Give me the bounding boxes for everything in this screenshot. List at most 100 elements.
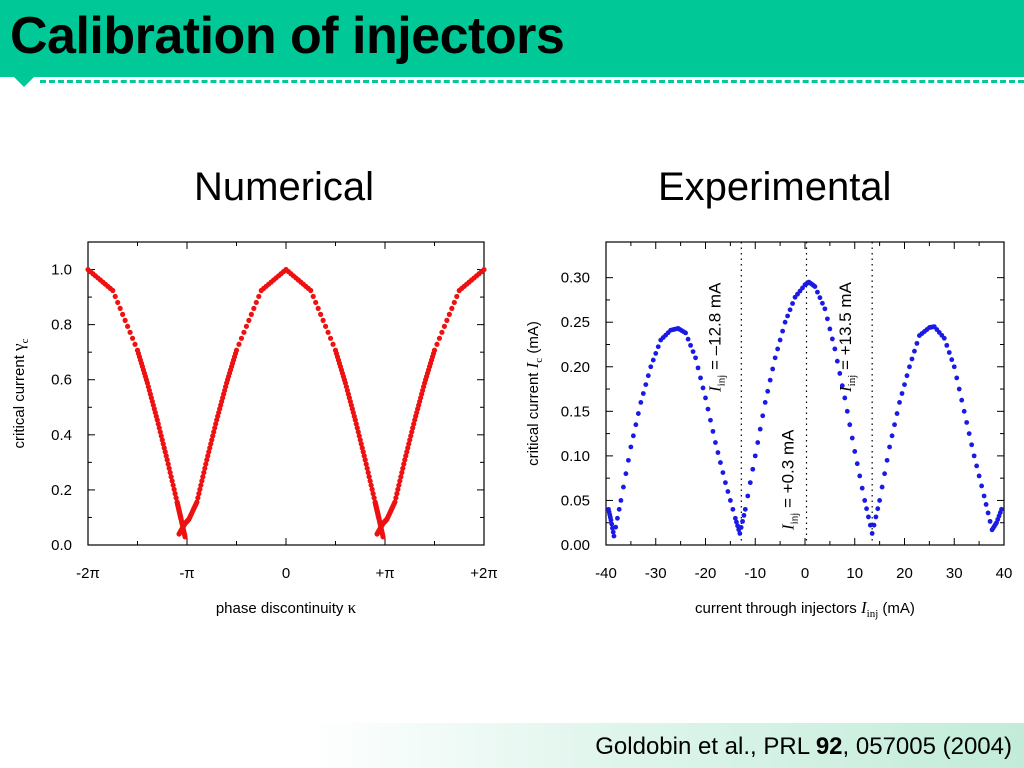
exp-data-point bbox=[625, 457, 631, 463]
exp-data-point bbox=[718, 460, 723, 465]
num-data-point bbox=[156, 425, 162, 431]
exp-x-tick-label: 0 bbox=[801, 565, 809, 582]
exp-data-point bbox=[610, 529, 616, 535]
exp-data-point bbox=[966, 431, 972, 437]
exp-data-point bbox=[757, 426, 763, 432]
exp-data-point bbox=[750, 466, 756, 472]
num-data-point bbox=[402, 457, 408, 463]
num-data-point bbox=[355, 429, 361, 435]
exp-data-point bbox=[703, 395, 708, 401]
num-data-point bbox=[197, 486, 203, 492]
exp-data-point bbox=[954, 375, 960, 381]
num-data-point bbox=[256, 293, 262, 300]
num-data-point bbox=[434, 341, 440, 347]
num-data-point bbox=[395, 486, 401, 492]
exp-data-point bbox=[700, 385, 706, 391]
exp-data-point bbox=[884, 457, 890, 463]
num-data-point bbox=[313, 299, 319, 306]
num-data-point bbox=[115, 299, 121, 306]
num-x-axis-label: phase discontinuity κ bbox=[216, 598, 357, 617]
num-data-point bbox=[357, 437, 363, 443]
num-data-point bbox=[310, 293, 316, 300]
exp-data-point bbox=[971, 453, 977, 459]
exp-data-point bbox=[755, 440, 761, 445]
num-data-point bbox=[364, 465, 370, 471]
num-data-point bbox=[380, 534, 386, 540]
num-data-point bbox=[210, 433, 216, 439]
exp-data-point bbox=[747, 480, 753, 486]
slide-title: Calibration of injectors bbox=[10, 7, 565, 65]
num-data-point bbox=[205, 453, 211, 459]
exp-data-point bbox=[822, 306, 828, 312]
exp-data-point bbox=[974, 463, 980, 469]
num-data-point bbox=[353, 421, 359, 427]
exp-data-point bbox=[720, 470, 726, 475]
exp-x-tick-label: -20 bbox=[695, 565, 717, 582]
title-dashed-rule bbox=[40, 80, 1024, 83]
exp-data-point bbox=[638, 400, 644, 405]
num-x-tick-label: +2π bbox=[470, 565, 497, 582]
num-data-point bbox=[202, 465, 208, 471]
exp-data-point bbox=[964, 420, 970, 425]
num-data-point bbox=[110, 287, 116, 294]
exp-data-point bbox=[767, 377, 773, 383]
num-data-point bbox=[406, 441, 412, 447]
num-data-point bbox=[352, 417, 358, 423]
num-data-point bbox=[454, 293, 460, 300]
num-data-point bbox=[171, 486, 177, 492]
exp-data-point bbox=[902, 382, 907, 387]
num-data-point bbox=[400, 465, 406, 471]
exp-data-point bbox=[760, 413, 766, 419]
exp-data-point bbox=[611, 533, 617, 539]
exp-data-point bbox=[782, 319, 788, 325]
exp-data-point bbox=[909, 356, 915, 362]
exp-data-point bbox=[772, 355, 778, 361]
num-data-point bbox=[243, 323, 249, 329]
num-data-point bbox=[409, 429, 415, 435]
exp-x-tick-label: 10 bbox=[846, 565, 863, 582]
num-data-points bbox=[85, 266, 487, 540]
exp-data-point bbox=[640, 391, 646, 396]
exp-data-point bbox=[897, 400, 902, 405]
num-data-point bbox=[410, 425, 416, 431]
num-data-point bbox=[253, 299, 259, 306]
num-data-point bbox=[213, 421, 219, 427]
title-bar bbox=[0, 0, 1024, 77]
exp-data-point bbox=[889, 433, 895, 439]
exp-data-point bbox=[914, 340, 920, 346]
num-data-point bbox=[163, 453, 169, 459]
exp-data-point bbox=[867, 522, 873, 528]
exp-data-point bbox=[613, 524, 619, 530]
exp-data-point bbox=[866, 514, 871, 520]
num-data-point bbox=[308, 287, 314, 294]
exp-x-tick-label: -30 bbox=[645, 565, 667, 582]
exp-data-point bbox=[787, 307, 793, 313]
num-data-point bbox=[157, 429, 163, 435]
marker-label: Iinj = –12.8 mA bbox=[705, 282, 727, 393]
num-data-point bbox=[407, 437, 413, 443]
exp-data-point bbox=[887, 444, 892, 450]
num-data-point bbox=[166, 465, 172, 471]
numerical-panel-title: Numerical bbox=[194, 165, 375, 209]
exp-data-point bbox=[912, 348, 917, 354]
num-data-point bbox=[354, 425, 360, 431]
exp-data-point bbox=[765, 388, 771, 394]
num-data-point bbox=[394, 491, 400, 497]
exp-data-point bbox=[732, 515, 738, 521]
num-data-point bbox=[251, 305, 257, 312]
num-data-point bbox=[209, 437, 215, 443]
exp-data-point bbox=[859, 485, 865, 491]
exp-data-point bbox=[877, 498, 883, 503]
exp-data-point bbox=[839, 383, 845, 389]
num-data-point bbox=[330, 341, 336, 347]
exp-data-point bbox=[847, 422, 853, 428]
exp-data-point bbox=[621, 484, 626, 490]
exp-data-point bbox=[983, 502, 989, 507]
title-notch bbox=[14, 77, 34, 87]
num-data-point bbox=[411, 421, 417, 427]
num-data-point bbox=[361, 453, 367, 459]
num-data-point bbox=[120, 311, 126, 317]
num-data-point bbox=[393, 495, 399, 501]
exp-data-point bbox=[875, 506, 881, 512]
